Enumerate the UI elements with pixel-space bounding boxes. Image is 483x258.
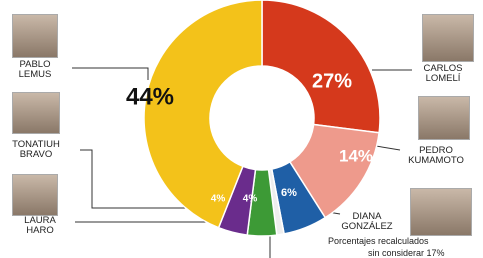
photo [422, 14, 474, 62]
note: Porcentajes recalculados [328, 236, 429, 246]
value-label: 4% [243, 194, 258, 205]
category-label: DIANA GONZÁLEZ [336, 212, 398, 232]
category-label: PABLO LEMUS [12, 60, 58, 80]
category-label: LAURA HARO [18, 216, 62, 236]
value-label: 14% [339, 146, 373, 165]
category-label: CARLOS LOMELÍ [412, 64, 474, 84]
photo [12, 92, 60, 134]
photo [12, 174, 58, 216]
photo [418, 96, 470, 140]
note: sin considerar 17% [368, 248, 445, 258]
category-label: PEDRO KUMAMOTO [398, 146, 474, 166]
value-label: 4% [211, 194, 226, 205]
photo [410, 188, 472, 236]
photo [12, 14, 58, 58]
category-label: TONATIUH BRAVO [8, 140, 64, 160]
value-label: 27% [312, 70, 352, 92]
value-label: 44% [126, 83, 174, 110]
value-label: 6% [281, 187, 297, 199]
page: 27% 14% 6% 4% 4% 44% Porcentajes recalculados… [0, 0, 483, 258]
donut-segment [262, 0, 380, 133]
